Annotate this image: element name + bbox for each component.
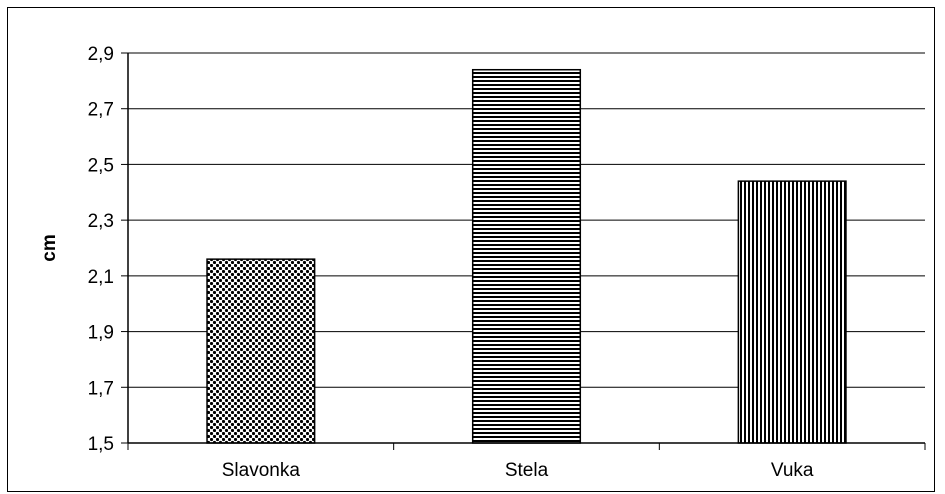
bar-slavonka	[206, 258, 316, 444]
bars	[206, 68, 847, 444]
y-tick-label: 2,9	[88, 44, 114, 65]
y-tick-label: 1,7	[88, 378, 114, 399]
y-tick-label: 1,9	[88, 323, 114, 344]
bar-stela	[471, 68, 582, 444]
y-tick-label: 2,3	[88, 211, 114, 232]
axes	[121, 52, 926, 450]
x-tick-label: Stela	[505, 460, 549, 481]
bar-vuka	[737, 180, 847, 444]
y-axis-title: cm	[39, 234, 60, 261]
x-tick-label: Vuka	[771, 460, 814, 481]
y-tick-label: 2,5	[88, 155, 114, 176]
x-tick-label: Slavonka	[222, 460, 301, 481]
y-tick-label: 1,5	[88, 434, 114, 455]
y-tick-labels: 1,5 1,7 1,9 2,1 2,3 2,5 2,7 2,9	[88, 44, 114, 455]
y-tick-label: 2,7	[88, 100, 114, 121]
x-tick-labels: Slavonka Stela Vuka	[222, 460, 814, 481]
y-tick-label: 2,1	[88, 267, 114, 288]
